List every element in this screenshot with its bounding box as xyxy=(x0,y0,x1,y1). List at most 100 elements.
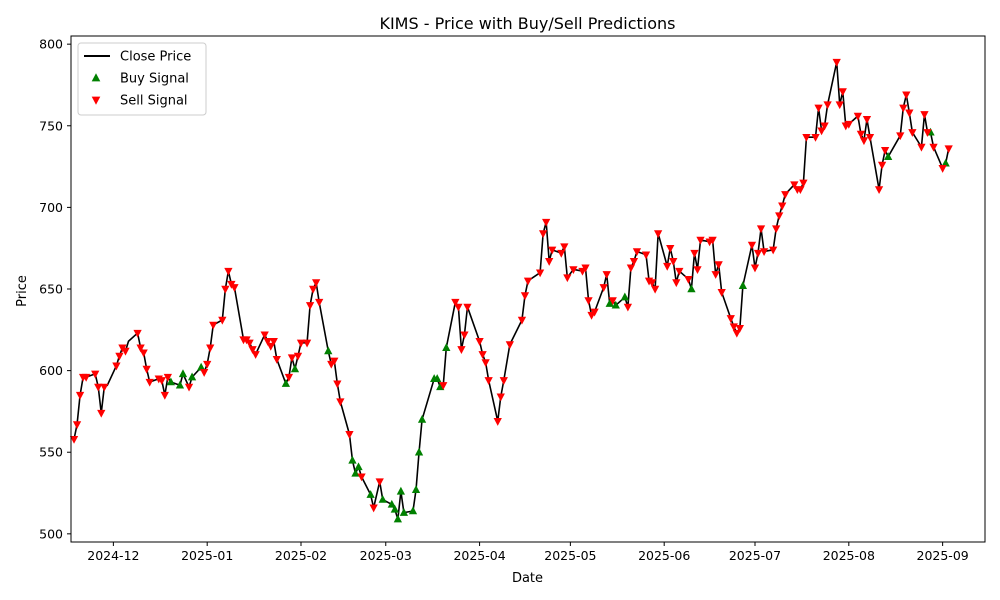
buy-signal-marker xyxy=(399,508,409,516)
y-tick-label: 800 xyxy=(39,37,63,52)
sell-signal-marker xyxy=(499,377,508,386)
y-tick-label: 600 xyxy=(39,363,63,378)
buy-signal-markers xyxy=(166,127,950,523)
buy-signal-marker xyxy=(436,382,445,391)
buy-signal-marker xyxy=(387,499,396,508)
sell-signal-marker xyxy=(838,88,847,97)
sell-signal-marker xyxy=(139,349,148,358)
sell-signal-marker xyxy=(811,133,820,142)
sell-signal-marker xyxy=(557,249,566,258)
buy-signal-marker xyxy=(187,372,197,381)
y-tick-label: 650 xyxy=(39,282,63,297)
sell-signal-marker xyxy=(206,344,215,353)
buy-signal-marker xyxy=(411,485,421,493)
legend-label: Close Price xyxy=(120,50,191,65)
sell-signal-marker xyxy=(221,285,230,294)
buy-signal-marker xyxy=(396,486,406,495)
sell-signal-marker xyxy=(136,344,145,353)
sell-signal-marker xyxy=(245,339,254,348)
sell-signal-marker xyxy=(81,373,91,382)
sell-signal-marker xyxy=(493,417,502,426)
legend-label: Sell Signal xyxy=(120,94,188,109)
sell-signal-marker xyxy=(590,308,599,317)
sell-signal-marker xyxy=(560,243,569,252)
sell-signal-marker xyxy=(563,274,572,283)
x-tick-label: 2025-08 xyxy=(823,548,875,563)
sell-signal-marker xyxy=(856,130,866,139)
x-tick-label: 2025-01 xyxy=(181,548,233,563)
buy-signal-marker xyxy=(605,299,614,307)
sell-signal-marker xyxy=(184,383,194,392)
sell-signal-marker xyxy=(315,298,324,307)
sell-signal-marker xyxy=(729,323,738,332)
sell-signal-marker xyxy=(308,285,318,294)
sell-signal-markers xyxy=(69,58,953,513)
sell-signal-marker xyxy=(523,277,533,286)
legend: Close Price Buy Signal Sell Signal xyxy=(77,42,207,116)
sell-signal-marker xyxy=(735,324,744,333)
sell-signal-marker xyxy=(862,116,872,124)
sell-signal-marker xyxy=(647,279,657,288)
sell-signal-marker xyxy=(714,261,723,270)
y-axis-label: Price xyxy=(15,275,30,307)
sell-signal-marker xyxy=(769,246,778,255)
sell-signal-marker xyxy=(672,279,681,288)
sell-signal-marker xyxy=(626,264,636,273)
buy-signal-marker xyxy=(175,380,185,389)
sell-signal-marker xyxy=(775,212,784,221)
sell-signal-marker xyxy=(581,264,590,273)
sell-signal-marker xyxy=(747,241,757,250)
sell-signal-marker xyxy=(790,181,799,190)
buy-signal-marker xyxy=(884,152,893,161)
x-tick-label: 2024-12 xyxy=(87,548,139,563)
x-tick-label: 2025-03 xyxy=(360,548,412,563)
sell-signal-marker xyxy=(203,360,212,369)
sell-signal-marker xyxy=(302,339,312,348)
sell-signal-marker xyxy=(72,421,82,430)
sell-signal-marker xyxy=(899,104,908,113)
sell-signal-marker xyxy=(251,351,260,359)
sell-signal-marker xyxy=(874,186,884,195)
sell-signal-marker xyxy=(920,111,929,119)
sell-signal-marker xyxy=(938,164,947,173)
x-axis-label: Date xyxy=(512,571,543,586)
sell-signal-marker xyxy=(608,297,617,306)
sell-signal-marker xyxy=(696,236,705,245)
sell-signal-marker xyxy=(799,179,808,188)
sell-signal-marker xyxy=(880,147,890,155)
sell-signal-marker xyxy=(545,258,554,266)
sell-signal-marker xyxy=(929,143,938,152)
sell-signal-marker xyxy=(284,373,294,382)
sell-signal-marker xyxy=(145,378,154,387)
sell-signal-marker xyxy=(272,355,281,364)
sell-signal-marker xyxy=(451,298,460,307)
sell-signal-marker xyxy=(756,225,766,234)
sell-signal-marker xyxy=(224,267,233,276)
sell-signal-marker xyxy=(287,354,297,363)
sell-signal-marker xyxy=(305,302,315,310)
sell-signal-marker xyxy=(859,137,869,146)
x-tick-label: 2025-07 xyxy=(729,548,781,563)
sell-signal-marker xyxy=(463,303,472,312)
sell-signal-marker xyxy=(260,331,269,340)
sell-signal-marker xyxy=(248,346,257,354)
sell-signal-marker xyxy=(454,303,463,312)
legend-box xyxy=(77,42,207,116)
sell-signal-marker xyxy=(693,266,702,275)
buy-signal-marker xyxy=(620,292,629,301)
sell-signal-marker xyxy=(200,369,209,377)
sell-signal-marker xyxy=(263,338,272,346)
y-axis: 500 550 600 650 700 750 800 xyxy=(39,37,71,541)
buy-signal-marker xyxy=(611,300,620,309)
y-tick-label: 750 xyxy=(39,118,63,133)
buy-signal-marker xyxy=(442,343,451,351)
buy-signal-marker xyxy=(433,374,442,382)
sell-signal-marker xyxy=(230,284,239,292)
sell-signal-marker xyxy=(121,347,130,356)
y-tick-label: 500 xyxy=(39,526,63,541)
sell-signal-marker xyxy=(97,409,106,418)
sell-signal-marker xyxy=(209,321,218,330)
sell-signal-marker xyxy=(142,365,151,374)
y-tick-label: 550 xyxy=(39,445,63,460)
